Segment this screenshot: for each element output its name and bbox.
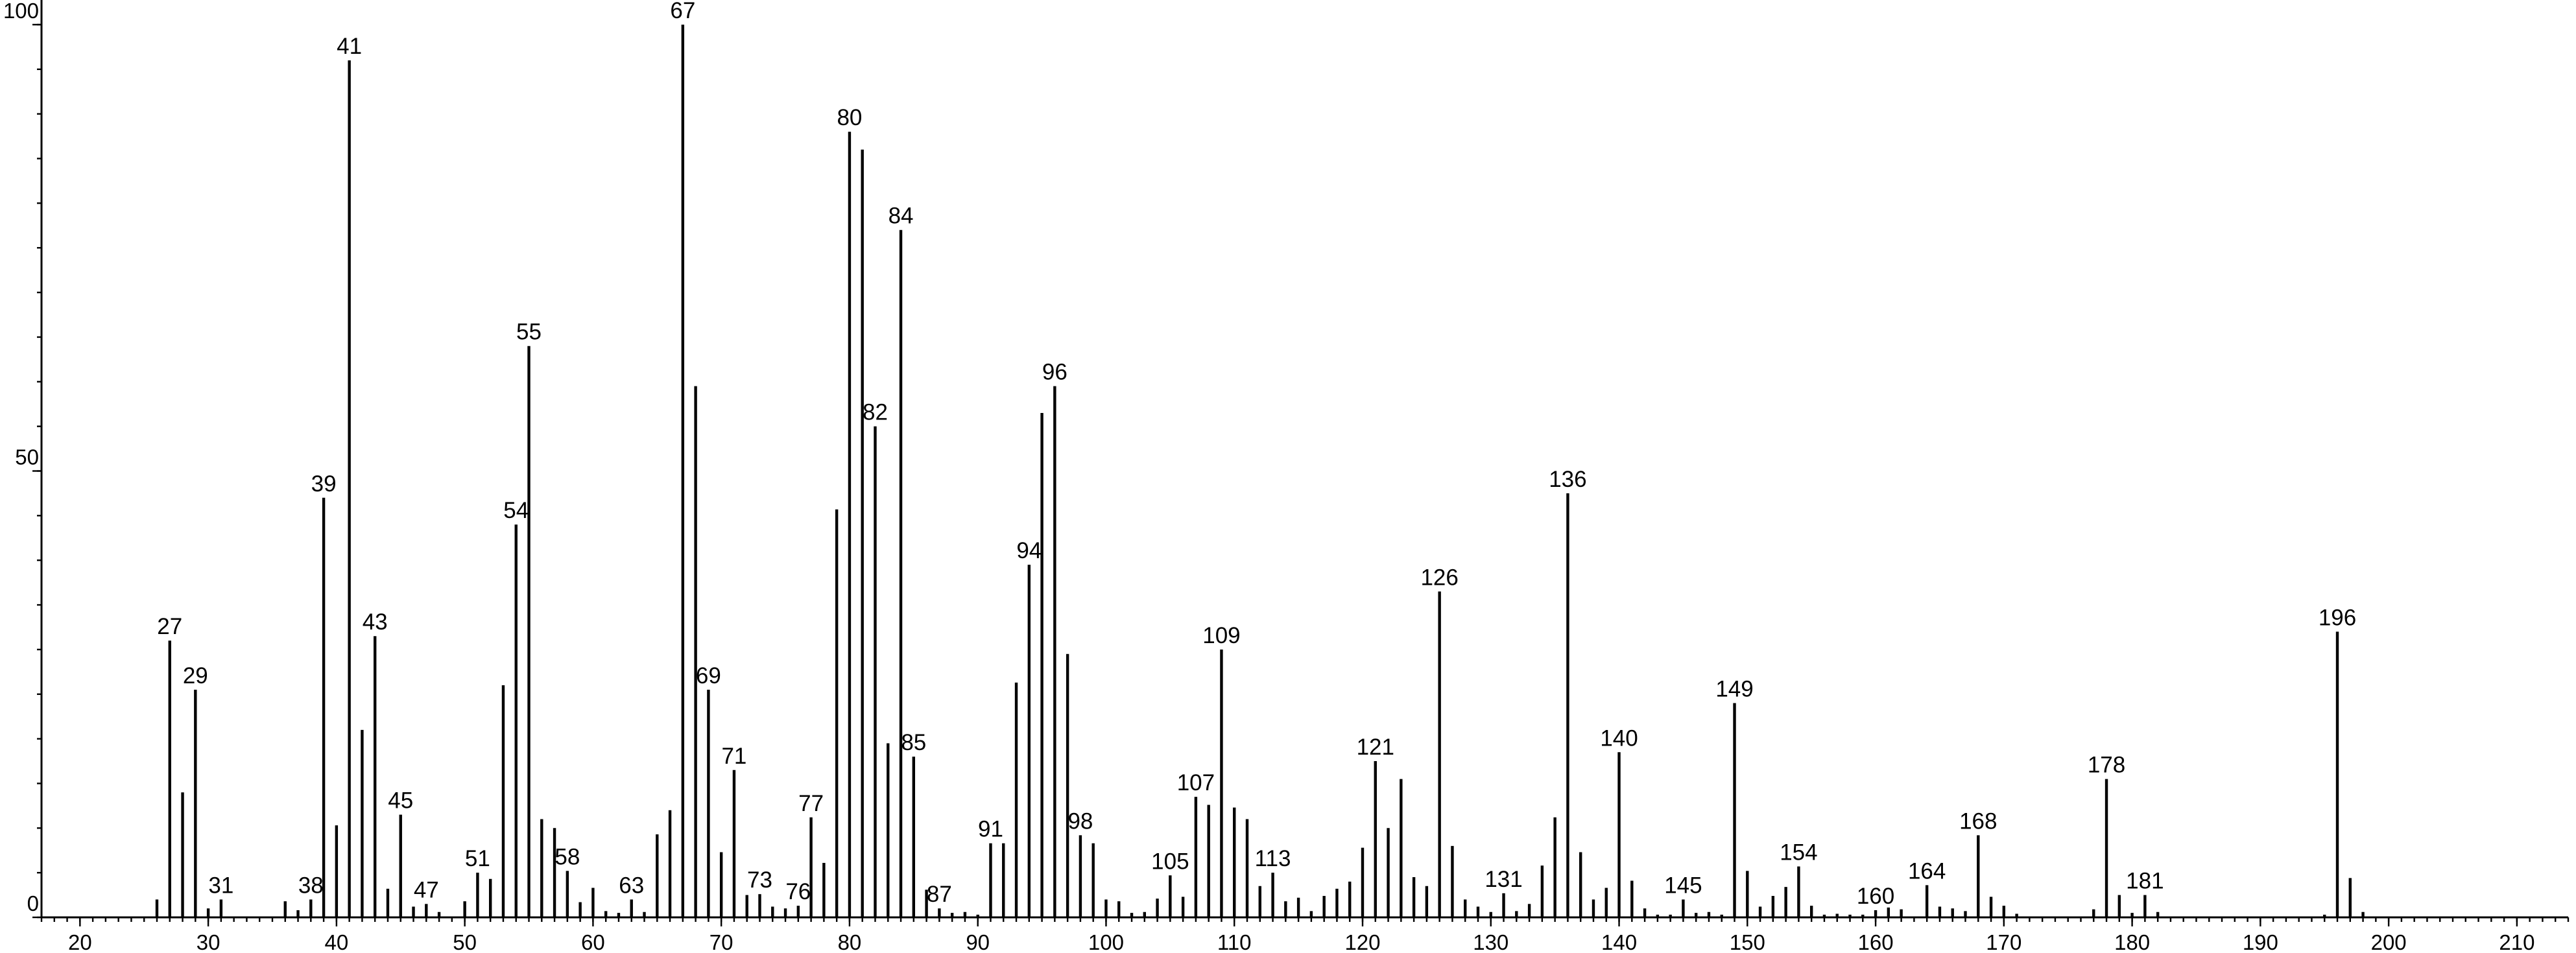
x-tick-label: 50 [453,930,477,953]
y-tick-label: 0 [27,891,39,915]
peak-label-160: 160 [1857,884,1894,909]
peak-label-109: 109 [1202,623,1240,648]
x-tick-label: 20 [68,930,92,953]
peak-label-181: 181 [2126,869,2164,894]
peak-label-77: 77 [798,791,824,816]
peak-label-85: 85 [901,730,926,755]
x-axis-ticks: 20 30 40 50 60 70 80 90 100 110 120 130 140 150 160 170… [40,917,2570,953]
peak-label-29: 29 [183,663,208,688]
peak-label-38: 38 [298,873,324,898]
peak-label-51: 51 [465,846,490,871]
peak-label-91: 91 [978,817,1003,842]
y-axis-ticks: 0 50 100 [3,0,42,919]
peak-label-45: 45 [388,788,413,814]
peak-label-55: 55 [516,320,542,345]
x-tick-label: 160 [1858,930,1894,953]
x-tick-label: 150 [1730,930,1765,953]
x-tick-label: 40 [325,930,349,953]
y-tick-label: 50 [15,445,39,469]
x-tick-label: 140 [1601,930,1637,953]
peak-label-87: 87 [927,882,952,907]
peak-label-73: 73 [747,867,772,893]
peak-label-43: 43 [363,609,388,635]
peak-label-105: 105 [1151,849,1189,874]
peak-label-67: 67 [670,0,695,23]
peak-label-54: 54 [503,498,529,523]
peak-label-154: 154 [1780,840,1817,865]
peak-label-136: 136 [1549,467,1586,492]
peak-label-107: 107 [1177,770,1215,795]
peak-label-149: 149 [1715,677,1753,702]
x-tick-label: 110 [1217,930,1252,953]
peak-label-196: 196 [2319,605,2356,630]
peak-label-168: 168 [1959,808,1997,834]
spectrum-bars [155,25,2365,917]
peak-label-113: 113 [1255,846,1291,871]
peak-label-178: 178 [2088,753,2125,778]
peak-label-140: 140 [1600,725,1638,751]
x-tick-label: 210 [2499,930,2534,953]
peak-label-98: 98 [1067,808,1093,834]
peak-label-96: 96 [1042,360,1067,385]
x-tick-label: 120 [1344,930,1380,953]
peak-label-76: 76 [785,879,811,904]
peak-label-145: 145 [1664,873,1702,898]
x-tick-label: 200 [2371,930,2407,953]
x-tick-label: 30 [197,930,221,953]
peak-label-39: 39 [311,471,337,497]
x-tick-label: 70 [710,930,733,953]
peak-label-84: 84 [888,204,914,229]
x-tick-label: 90 [966,930,990,953]
x-tick-label: 60 [581,930,605,953]
axes [40,0,2568,919]
peak-label-63: 63 [619,873,644,898]
peak-label-27: 27 [157,614,182,639]
peak-label-41: 41 [337,34,362,59]
x-tick-label: 180 [2114,930,2150,953]
peak-label-121: 121 [1357,735,1394,760]
peak-label-47: 47 [414,877,439,902]
peak-label-94: 94 [1016,538,1042,563]
x-tick-label: 80 [838,930,862,953]
peak-label-126: 126 [1420,565,1458,590]
peak-label-69: 69 [696,663,721,688]
peak-label-71: 71 [721,744,746,769]
x-tick-label: 170 [1986,930,2021,953]
peak-label-31: 31 [208,873,233,898]
peak-label-82: 82 [863,400,888,425]
y-tick-label: 100 [3,0,39,23]
peak-label-164: 164 [1908,858,1946,884]
peak-label-80: 80 [837,105,862,130]
peak-label-58: 58 [555,844,580,869]
peak-label-131: 131 [1485,867,1522,892]
x-tick-label: 130 [1473,930,1509,953]
x-tick-label: 100 [1088,930,1124,953]
x-tick-label: 190 [2243,930,2278,953]
